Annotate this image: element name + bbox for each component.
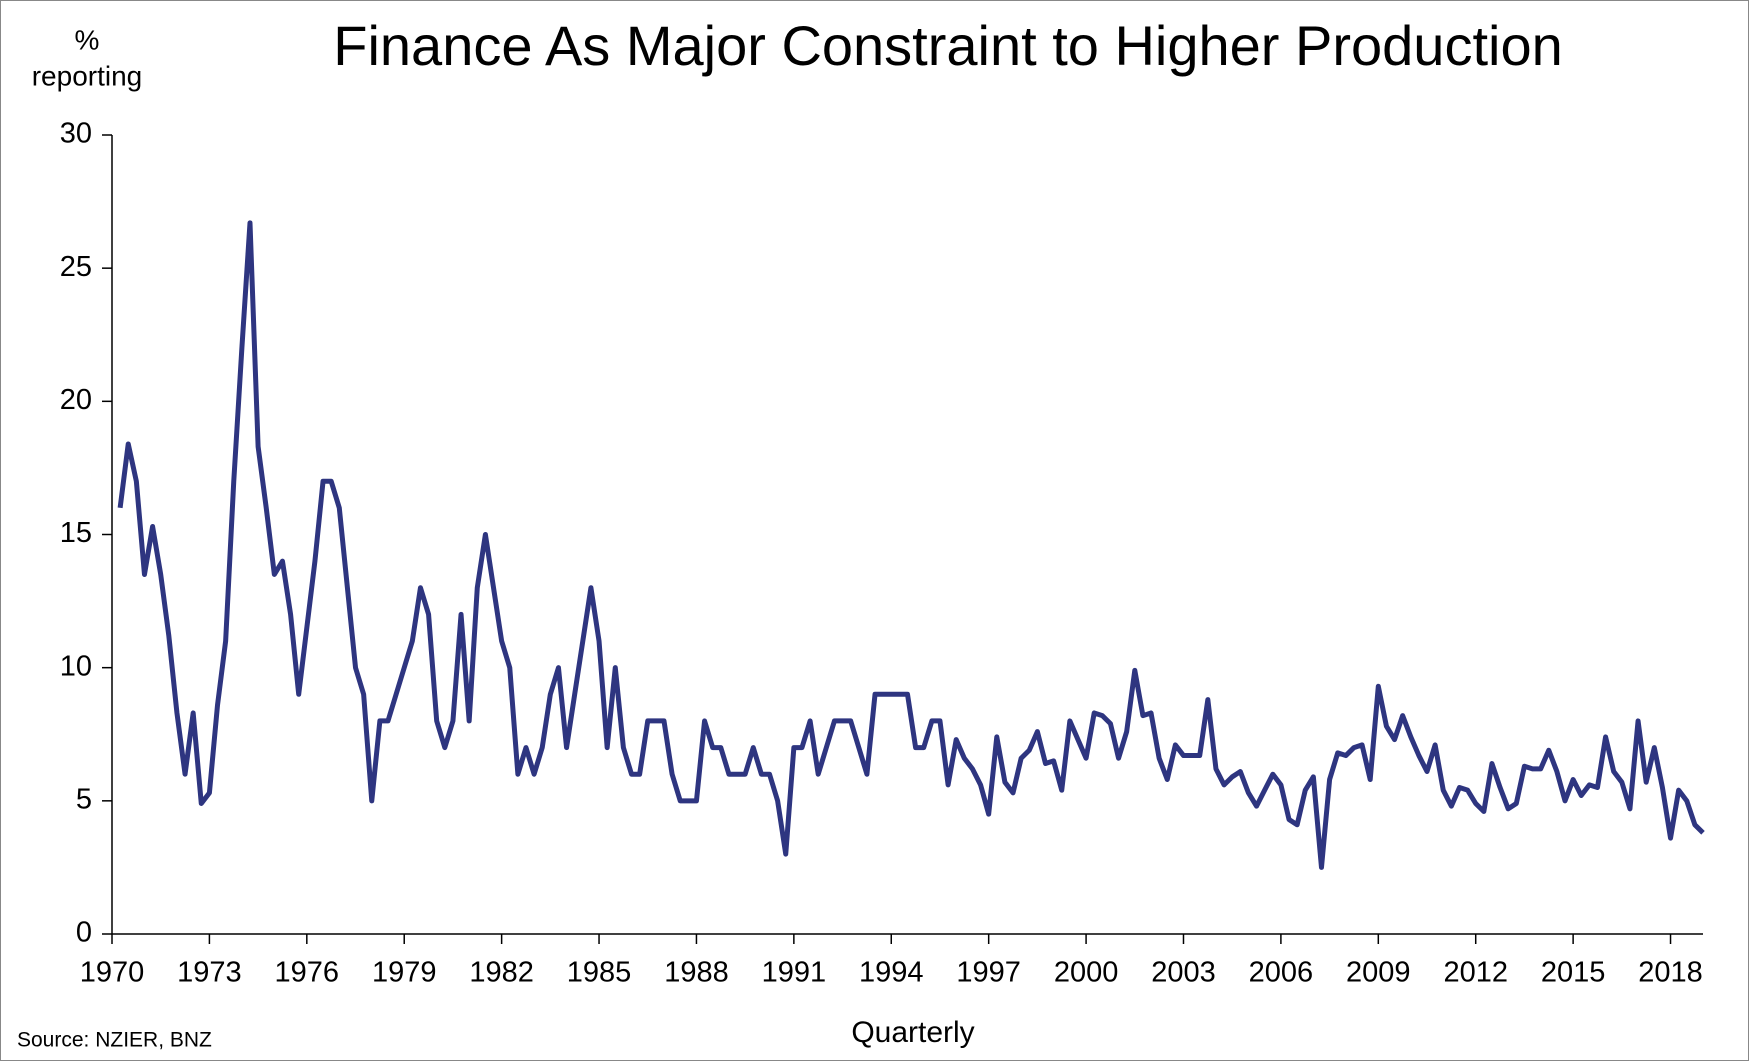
y-tick-label: 30 <box>60 118 92 150</box>
x-tick-label: 1988 <box>664 957 729 989</box>
x-tick-label: 2006 <box>1249 957 1314 989</box>
x-tick-label: 2009 <box>1346 957 1411 989</box>
x-tick-label: 1982 <box>469 957 534 989</box>
x-tick-label: 2018 <box>1638 957 1703 989</box>
y-tick-label: 25 <box>60 251 92 283</box>
x-axis-label: Quarterly <box>851 1016 974 1049</box>
chart-title: Finance As Major Constraint to Higher Pr… <box>333 14 1562 77</box>
x-tick-label: 1985 <box>567 957 632 989</box>
x-tick-label: 2003 <box>1151 957 1216 989</box>
y-tick-label: 0 <box>76 917 92 949</box>
y-axis-label: % <box>75 24 100 55</box>
data-line <box>117 220 1705 870</box>
y-tick-label: 5 <box>76 783 92 815</box>
x-tick-label: 1976 <box>275 957 340 989</box>
x-tick-label: 1973 <box>177 957 242 989</box>
y-tick-label: 10 <box>60 650 92 682</box>
x-tick-label: 2012 <box>1443 957 1508 989</box>
x-tick-label: 1970 <box>80 957 145 989</box>
source-note: Source: NZIER, BNZ <box>17 1029 212 1052</box>
x-tick-label: 1979 <box>372 957 437 989</box>
y-tick-label: 15 <box>60 517 92 549</box>
x-tick-label: 1991 <box>762 957 827 989</box>
y-axis-label: reporting <box>32 60 143 91</box>
x-tick-label: 1994 <box>859 957 924 989</box>
x-tick-label: 2015 <box>1541 957 1606 989</box>
y-tick-label: 20 <box>60 384 92 416</box>
x-tick-label: 1997 <box>956 957 1021 989</box>
x-tick-label: 2000 <box>1054 957 1119 989</box>
